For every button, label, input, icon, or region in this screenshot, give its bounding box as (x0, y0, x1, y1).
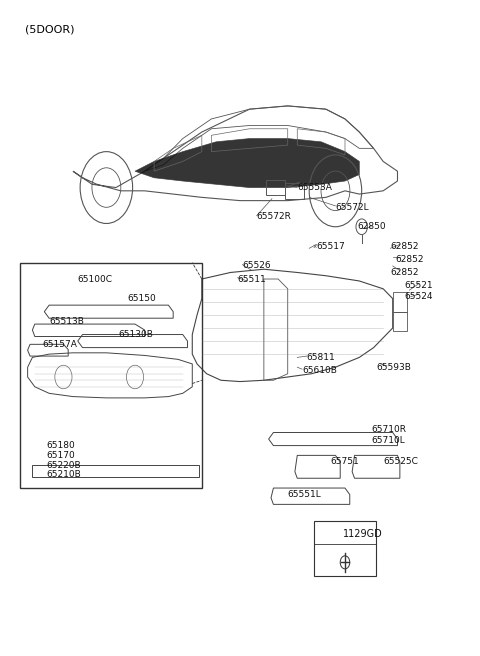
Text: 62852: 62852 (390, 242, 419, 251)
Text: 62850: 62850 (357, 222, 385, 232)
Text: 65572L: 65572L (336, 203, 369, 212)
Text: 65553A: 65553A (297, 183, 332, 192)
Polygon shape (135, 138, 360, 188)
Text: 65572R: 65572R (257, 213, 291, 222)
Text: 65525C: 65525C (383, 457, 418, 466)
Bar (285, 183, 304, 199)
Text: 65610B: 65610B (302, 366, 337, 375)
Text: 62852: 62852 (395, 255, 423, 264)
Text: 65150: 65150 (128, 294, 156, 303)
Bar (314, 521, 376, 576)
Text: 65157A: 65157A (42, 340, 77, 349)
Text: 65210B: 65210B (47, 470, 82, 480)
Text: 65524: 65524 (405, 292, 433, 301)
Bar (21, 262, 202, 488)
Text: 65170: 65170 (47, 451, 75, 460)
Bar (33, 465, 199, 477)
Text: 65526: 65526 (242, 262, 271, 270)
Text: 65521: 65521 (405, 281, 433, 290)
Text: 62852: 62852 (390, 268, 419, 277)
Text: 65513B: 65513B (49, 317, 84, 326)
Text: 65511: 65511 (238, 274, 266, 283)
Text: 65100C: 65100C (78, 274, 113, 283)
Text: 65593B: 65593B (376, 363, 411, 372)
Text: 65710L: 65710L (371, 436, 405, 445)
Text: 65710R: 65710R (371, 424, 406, 434)
Text: 65551L: 65551L (288, 490, 322, 499)
Bar (393, 292, 407, 312)
Bar (266, 180, 285, 195)
Text: 65517: 65517 (316, 242, 345, 251)
Text: (5DOOR): (5DOOR) (25, 24, 75, 34)
Text: 65811: 65811 (307, 353, 336, 362)
Text: 65180: 65180 (47, 441, 75, 450)
Text: 1129GD: 1129GD (343, 529, 383, 539)
Text: 65751: 65751 (331, 457, 360, 466)
Bar (393, 312, 407, 331)
Text: 65220B: 65220B (47, 461, 81, 470)
Text: 65130B: 65130B (118, 330, 153, 339)
